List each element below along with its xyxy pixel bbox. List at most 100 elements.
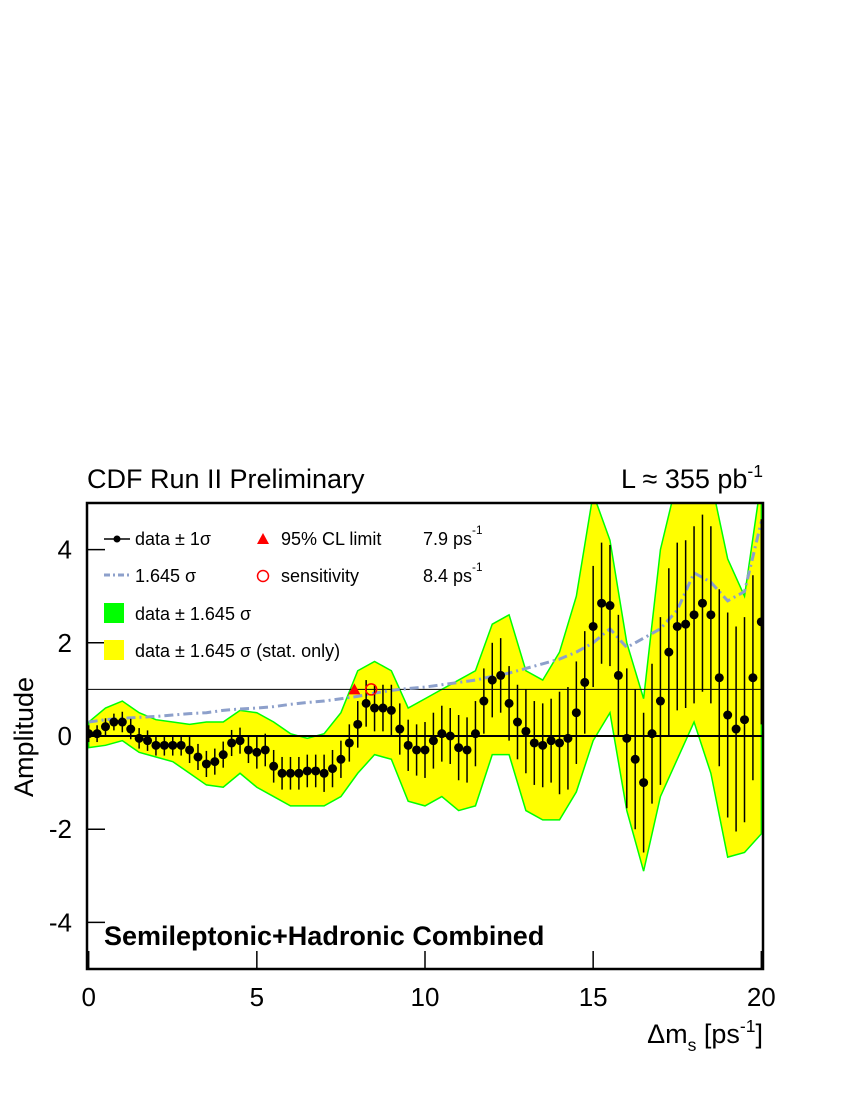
legend-value: 7.9 ps-1 xyxy=(423,524,482,549)
data-point xyxy=(210,757,220,767)
y-tick-label: -4 xyxy=(49,907,72,937)
legend-label: data ± 1σ xyxy=(135,529,211,549)
data-point xyxy=(613,670,623,680)
luminosity-part: -1 xyxy=(747,461,763,481)
data-point xyxy=(723,710,733,720)
data-point xyxy=(143,736,153,746)
data-layer xyxy=(87,514,763,853)
legend-symbol xyxy=(104,603,124,623)
legend-value-part: ps xyxy=(453,566,472,586)
data-point xyxy=(655,696,665,706)
data-point xyxy=(151,740,161,750)
data-point xyxy=(664,647,674,657)
data-point xyxy=(302,766,312,776)
data-point xyxy=(630,754,640,764)
legend-label: sensitivity xyxy=(281,566,359,586)
data-point xyxy=(504,698,514,708)
data-point xyxy=(87,729,94,739)
sensitivity-marker xyxy=(364,683,378,696)
data-point xyxy=(412,745,422,755)
data-point xyxy=(294,768,304,778)
data-point xyxy=(512,717,522,727)
x-axis-label-part: Δm xyxy=(647,1019,688,1049)
data-point xyxy=(109,717,119,727)
data-point xyxy=(605,601,615,611)
data-point xyxy=(100,722,110,732)
data-point xyxy=(328,764,338,774)
data-point xyxy=(117,717,127,727)
data-point xyxy=(370,703,380,713)
x-axis-label-part: s xyxy=(688,1035,697,1055)
x-tick-label: 20 xyxy=(747,982,776,1012)
data-point xyxy=(277,768,287,778)
legend-label: 95% CL limit xyxy=(281,529,381,549)
data-point xyxy=(597,598,607,608)
data-point xyxy=(344,738,354,748)
legend-label: data ± 1.645 σ (stat. only) xyxy=(135,641,340,661)
data-point xyxy=(243,745,253,755)
data-point xyxy=(134,733,144,743)
data-point xyxy=(555,738,565,748)
legend-value-part: ps xyxy=(453,529,472,549)
data-point xyxy=(361,698,371,708)
data-point xyxy=(462,745,472,755)
data-point xyxy=(260,745,270,755)
legend-symbol xyxy=(113,535,121,543)
data-point xyxy=(521,726,531,736)
annotation: Semileptonic+Hadronic Combined xyxy=(104,921,544,951)
limit-marker xyxy=(348,683,361,695)
chart-title: CDF Run II Preliminary xyxy=(87,464,365,494)
data-point xyxy=(470,729,480,739)
y-tick-label: -2 xyxy=(49,814,72,844)
data-point xyxy=(697,598,707,608)
y-tick-label: 2 xyxy=(58,628,72,658)
data-point xyxy=(185,745,195,755)
luminosity-part: L ≈ 355 pb xyxy=(621,464,747,494)
legend-symbol xyxy=(104,640,124,660)
data-point xyxy=(571,708,581,718)
data-point xyxy=(454,743,464,753)
data-point xyxy=(336,754,346,764)
legend-value-part: -1 xyxy=(472,524,482,537)
data-point xyxy=(538,740,548,750)
data-point xyxy=(395,724,405,734)
data-point xyxy=(227,738,237,748)
data-point xyxy=(201,759,211,769)
x-axis-label-part: ] xyxy=(755,1019,763,1049)
y-tick-label: 0 xyxy=(58,721,72,751)
x-tick-label: 15 xyxy=(579,982,608,1012)
data-point xyxy=(353,719,363,729)
y-tick-label: 4 xyxy=(58,535,72,565)
data-point xyxy=(437,729,447,739)
data-point xyxy=(420,745,430,755)
data-point xyxy=(403,740,413,750)
data-point xyxy=(748,673,758,683)
data-point xyxy=(529,738,539,748)
data-point xyxy=(689,610,699,620)
data-point xyxy=(714,673,724,683)
data-point xyxy=(159,740,169,750)
luminosity: L ≈ 355 pb-1 xyxy=(621,461,763,494)
data-point xyxy=(496,670,506,680)
legend-value-part: 7.9 xyxy=(423,529,448,549)
data-point xyxy=(92,729,102,739)
x-tick-label: 10 xyxy=(411,982,440,1012)
data-point xyxy=(269,761,279,771)
data-point xyxy=(235,736,245,746)
data-point xyxy=(672,621,682,631)
data-point xyxy=(428,736,438,746)
data-point xyxy=(647,729,657,739)
data-point xyxy=(386,705,396,715)
legend: data ± 1σ 1.645 σ data ± 1.645 σ data ± 1.6… xyxy=(104,529,381,661)
data-point xyxy=(319,768,329,778)
data-point xyxy=(126,724,136,734)
data-point xyxy=(168,740,178,750)
data-point xyxy=(218,750,228,760)
data-point xyxy=(731,724,741,734)
data-point xyxy=(285,768,295,778)
data-point xyxy=(445,731,455,741)
data-point xyxy=(580,677,590,687)
data-point xyxy=(563,733,573,743)
legend-value-part: 8.4 xyxy=(423,566,448,586)
